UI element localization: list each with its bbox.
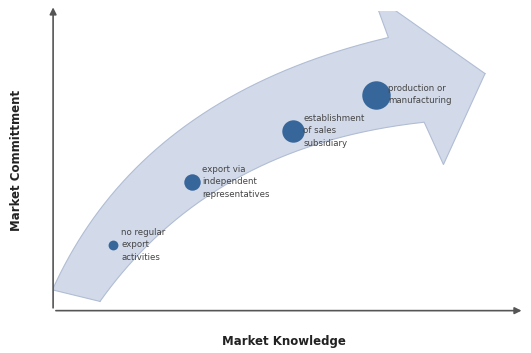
Point (372, 92, 381, 97)
Text: Market Knowledge: Market Knowledge (222, 335, 346, 348)
Point (289, 128, 297, 133)
Text: Market Committment: Market Committment (10, 90, 23, 231)
Point (187, 179, 196, 185)
Text: export via
independent
representatives: export via independent representatives (202, 164, 269, 199)
Text: no regular
export
activities: no regular export activities (122, 228, 166, 262)
Polygon shape (53, 0, 485, 301)
Point (109, 242, 117, 247)
Text: production or
manufacturing: production or manufacturing (388, 84, 451, 105)
Text: establishment
of sales
subsidiary: establishment of sales subsidiary (304, 114, 365, 148)
